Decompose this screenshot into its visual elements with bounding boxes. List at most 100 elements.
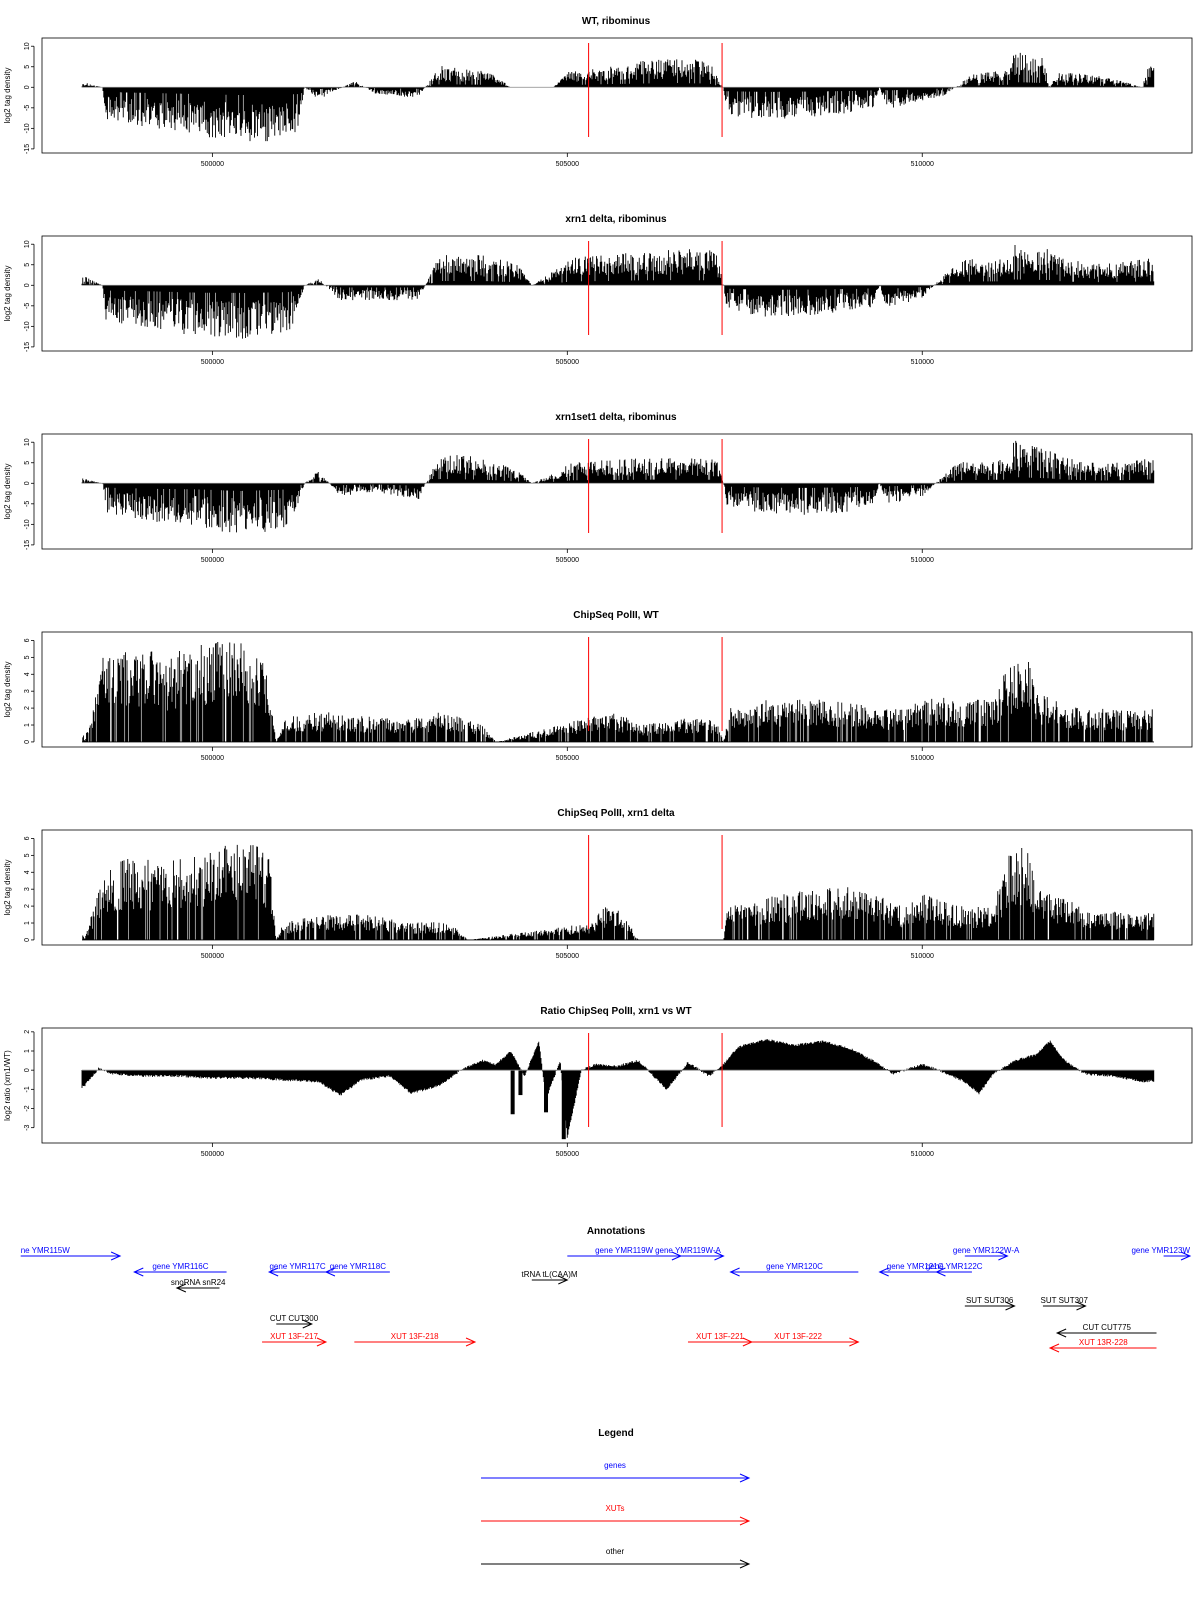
x-axis: 500000 505000 510000 — [201, 747, 934, 762]
annotations-title: Annotations — [587, 1226, 646, 1237]
x-tick-label: 510000 — [911, 953, 934, 960]
arrow-head — [739, 1516, 751, 1526]
annotation-label: gene YMR121C — [887, 1262, 944, 1271]
arrow-head — [302, 1319, 313, 1329]
annotation-label: gene YMR116C — [152, 1262, 208, 1271]
x-axis: 500000 505000 510000 — [201, 549, 934, 564]
y-tick-label: -10 — [24, 321, 31, 331]
annotation-arrow: gene YMR117C — [267, 1262, 326, 1277]
y-tick-label: 5 — [24, 853, 31, 857]
x-tick-label: 500000 — [201, 557, 224, 564]
y-tick-label: 10 — [24, 42, 31, 50]
annotation-label: gene YMR119W — [595, 1246, 653, 1255]
plot-frame — [41, 235, 1193, 352]
data-bars — [82, 641, 1153, 742]
y-tick-label: 2 — [24, 1030, 31, 1034]
y-axis: 0 1 2 3 4 5 6 — [24, 638, 35, 744]
x-tick-label: 510000 — [911, 161, 934, 168]
legend-title: Legend — [598, 1428, 634, 1439]
x-tick-label: 505000 — [556, 161, 579, 168]
y-tick-label: -2 — [24, 1105, 31, 1111]
x-tick-label: 500000 — [201, 359, 224, 366]
annotation-label: gene YMR120C — [766, 1262, 823, 1271]
arrow-head — [935, 1267, 946, 1277]
y-tick-label: -5 — [24, 303, 31, 309]
annotation-arrow: XUT 13F-218 — [354, 1332, 477, 1347]
y-tick-label: -3 — [24, 1124, 31, 1130]
y-tick-label: -15 — [24, 144, 31, 154]
plot-frame — [41, 433, 1193, 550]
x-tick-label: 505000 — [556, 755, 579, 762]
annotation-arrow: snoRNA snR24 — [171, 1278, 226, 1293]
arrow-head — [739, 1473, 751, 1483]
annotation-label: gene YMR123W — [1131, 1246, 1190, 1255]
annotation-arrow: XUT 13F-222 — [737, 1332, 860, 1347]
arrow-head — [110, 1251, 122, 1261]
panel-wt_ribominus: WT, ribominus -15 -10 -5 0 5 10 log2 tag densit… — [3, 16, 1193, 168]
y-tick-label: 4 — [24, 870, 31, 874]
y-axis: 0 1 2 3 4 5 6 — [24, 836, 35, 942]
annotations-track: Annotations ne YMR115W gene YMR116C gene Y… — [20, 1226, 1192, 1353]
annotation-label: ne YMR115W — [21, 1246, 71, 1255]
annotation-arrow: gene YMR123W — [1131, 1246, 1192, 1261]
arrow-head — [1180, 1251, 1192, 1261]
legend-item-xut: XUTs — [481, 1504, 751, 1526]
x-axis: 500000 505000 510000 — [201, 1143, 934, 1158]
arrow-head — [998, 1251, 1009, 1261]
arrow-head — [878, 1267, 889, 1277]
arrow-head — [1055, 1328, 1067, 1338]
x-tick-label: 505000 — [556, 359, 579, 366]
y-axis-label: log2 tag density — [3, 859, 12, 915]
y-axis-label: log2 tag density — [3, 661, 12, 717]
y-tick-label: -1 — [24, 1086, 31, 1092]
y-tick-label: -5 — [24, 501, 31, 507]
y-tick-label: 5 — [24, 263, 31, 267]
y-tick-label: 0 — [24, 85, 31, 89]
y-tick-label: 5 — [24, 65, 31, 69]
y-axis-label: log2 tag density — [3, 463, 12, 519]
arrow-head — [324, 1267, 336, 1277]
x-tick-label: 500000 — [201, 161, 224, 168]
y-tick-label: 1 — [24, 921, 31, 925]
bar-series — [82, 641, 1153, 742]
panel-title: ChipSeq PolII, WT — [573, 610, 659, 621]
y-tick-label: -15 — [24, 540, 31, 550]
annotation-label: XUT 13R-228 — [1079, 1338, 1128, 1347]
plot-frame — [41, 1027, 1193, 1144]
arrow-head — [1005, 1301, 1016, 1311]
annotation-arrow: gene YMR118C — [324, 1262, 390, 1277]
annotation-label: XUT 13F-217 — [270, 1332, 318, 1341]
y-tick-label: -15 — [24, 342, 31, 352]
arrow-head — [175, 1283, 187, 1293]
y-axis: -15 -10 -5 0 5 10 — [24, 42, 35, 154]
arrow-head — [267, 1267, 279, 1277]
arrow-head — [714, 1251, 725, 1261]
spike-bar — [544, 1070, 549, 1113]
arrow-head — [316, 1337, 328, 1347]
annotation-label: gene YMR117C — [269, 1262, 325, 1271]
plot-frame — [41, 631, 1193, 748]
x-axis: 500000 505000 510000 — [201, 945, 934, 960]
annotation-label: gene YMR119W-A — [655, 1246, 721, 1255]
arrow-head — [133, 1267, 144, 1277]
y-tick-label: 5 — [24, 461, 31, 465]
annotation-arrow: SUT SUT306 — [964, 1296, 1016, 1311]
bar-series — [81, 244, 1155, 339]
annotation-label: CUT CUT775 — [1083, 1323, 1132, 1332]
panel-chipseq_xrn1: ChipSeq PolII, xrn1 delta 0 1 2 3 4 5 6 log2 tag… — [3, 808, 1193, 960]
annotation-label: gene YMR122C — [926, 1262, 983, 1271]
x-tick-label: 505000 — [556, 953, 579, 960]
annotation-label: gene YMR118C — [330, 1262, 386, 1271]
legend-label: genes — [604, 1461, 626, 1470]
legend-item-other: other — [481, 1547, 751, 1569]
x-axis: 500000 505000 510000 — [201, 153, 934, 168]
annotation-label: SUT SUT306 — [966, 1296, 1014, 1305]
y-tick-label: 0 — [24, 1068, 31, 1072]
annotation-arrow: ne YMR115W — [20, 1246, 122, 1261]
y-tick-label: 3 — [24, 689, 31, 693]
x-tick-label: 510000 — [911, 755, 934, 762]
y-tick-label: 2 — [24, 904, 31, 908]
y-tick-label: 4 — [24, 672, 31, 676]
y-tick-label: -10 — [24, 519, 31, 529]
y-tick-label: 6 — [24, 638, 31, 642]
